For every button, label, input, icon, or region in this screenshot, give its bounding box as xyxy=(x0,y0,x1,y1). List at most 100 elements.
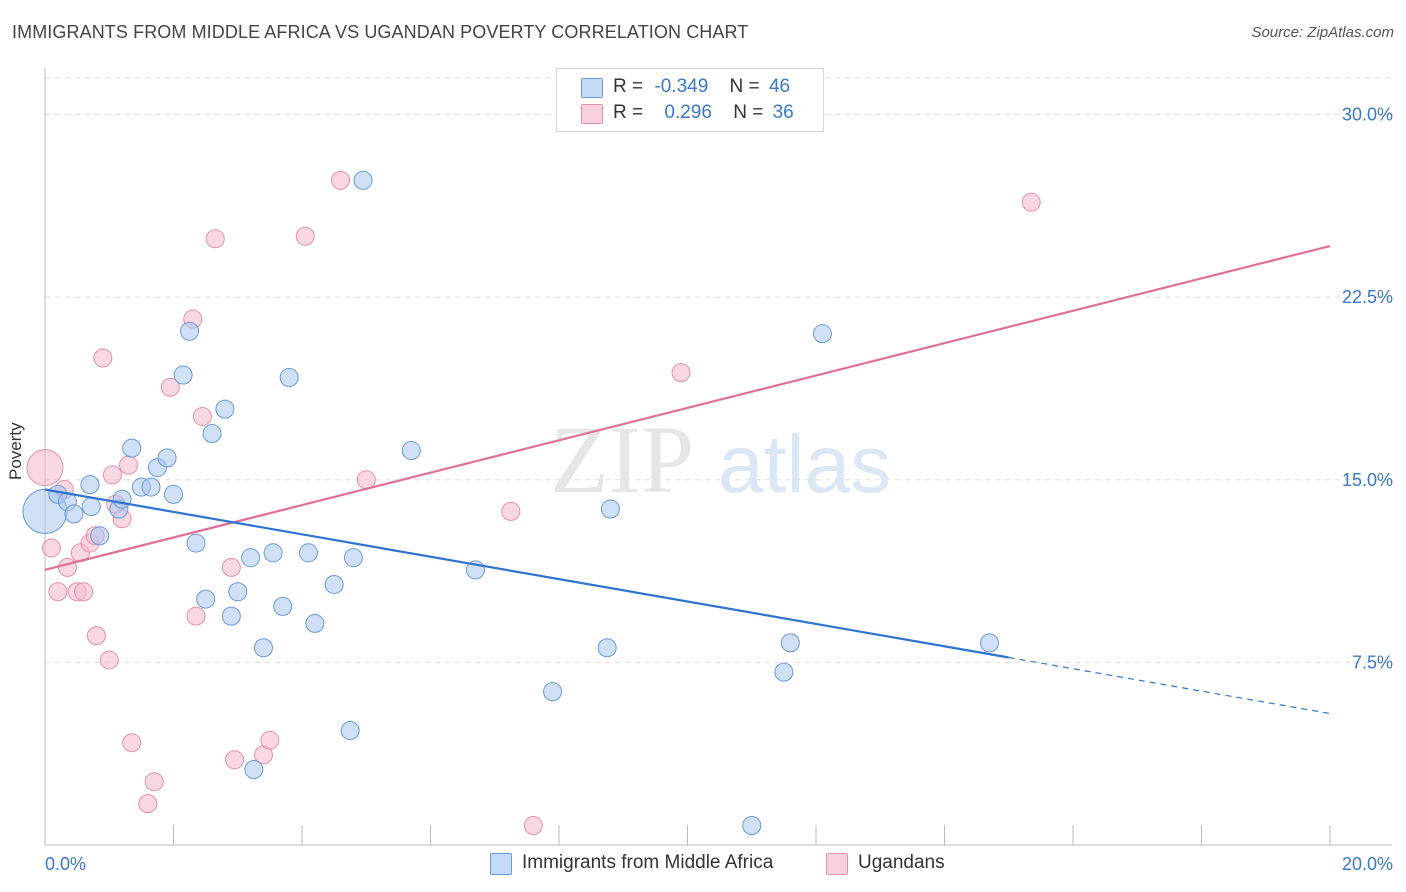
data-point-ugandans xyxy=(295,226,315,246)
bottom-legend-label-middle-africa: Immigrants from Middle Africa xyxy=(522,852,774,873)
data-point-middle-africa xyxy=(298,543,318,563)
data-point-middle-africa xyxy=(543,682,563,702)
trend-line-ugandans xyxy=(44,244,1331,571)
data-point-ugandans xyxy=(86,626,106,646)
y-tick-label: 15.0% xyxy=(1342,470,1393,490)
legend-r-label: R = xyxy=(613,102,644,123)
data-point-middle-africa xyxy=(401,441,421,461)
data-point-ugandans xyxy=(192,406,212,426)
data-point-ugandans xyxy=(26,449,64,487)
tick-labels: 7.5% 15.0% 22.5% 30.0% 0.0% 20.0% xyxy=(45,105,1393,874)
data-point-middle-africa xyxy=(742,816,762,836)
data-point-middle-africa xyxy=(780,633,800,653)
data-point-middle-africa xyxy=(112,489,132,509)
data-point-ugandans xyxy=(99,650,119,670)
data-point-ugandans xyxy=(260,730,280,750)
legend-r-value-middle-africa: -0.349 xyxy=(654,76,709,97)
data-point-ugandans xyxy=(144,772,164,792)
data-point-ugandans xyxy=(119,455,139,475)
legend-r-label: R = xyxy=(613,76,644,97)
data-point-middle-africa xyxy=(196,589,216,609)
data-point-ugandans xyxy=(102,465,122,485)
data-point-middle-africa xyxy=(141,477,161,497)
data-point-ugandans xyxy=(221,557,241,577)
data-point-middle-africa xyxy=(180,321,200,341)
data-point-middle-africa xyxy=(80,475,100,495)
data-point-ugandans xyxy=(74,582,94,602)
data-point-ugandans xyxy=(57,557,77,577)
data-point-middle-africa xyxy=(64,504,84,524)
data-point-middle-africa xyxy=(186,533,206,553)
data-point-ugandans xyxy=(331,170,351,190)
watermark-atlas: atlas xyxy=(718,419,891,510)
data-point-middle-africa xyxy=(81,497,101,517)
legend-n-label: N = xyxy=(733,102,764,123)
watermark: ZIP atlas xyxy=(550,406,891,513)
data-point-middle-africa xyxy=(979,633,999,653)
legend-n-value-ugandans: 36 xyxy=(772,102,794,123)
legend-n-label: N = xyxy=(729,76,760,97)
data-point-middle-africa xyxy=(241,548,261,568)
watermark-zip: ZIP xyxy=(550,406,694,513)
data-point-ugandans xyxy=(523,816,543,836)
data-point-ugandans xyxy=(186,606,206,626)
data-point-middle-africa xyxy=(273,596,293,616)
data-point-ugandans xyxy=(1021,192,1041,212)
data-point-ugandans xyxy=(501,501,521,521)
y-tick-label: 7.5% xyxy=(1352,652,1393,672)
data-point-middle-africa xyxy=(343,548,363,568)
data-point-ugandans xyxy=(122,733,142,753)
data-point-middle-africa xyxy=(157,448,177,468)
data-point-middle-africa xyxy=(253,638,273,658)
data-point-middle-africa xyxy=(340,721,360,741)
x-tick-label-min: 0.0% xyxy=(45,854,86,874)
data-point-ugandans xyxy=(41,538,61,558)
bottom-legend-swatch-ugandans xyxy=(826,853,848,875)
grid-lines xyxy=(45,77,1392,663)
y-tick-label: 22.5% xyxy=(1342,287,1393,307)
data-point-middle-africa xyxy=(324,574,344,594)
data-point-middle-africa xyxy=(600,499,620,519)
data-point-middle-africa xyxy=(122,438,142,458)
data-point-middle-africa xyxy=(202,423,222,443)
legend-swatch-middle-africa xyxy=(581,78,603,98)
data-point-middle-africa xyxy=(774,662,794,682)
data-point-ugandans xyxy=(93,348,113,368)
y-tick-label: 30.0% xyxy=(1342,105,1393,125)
data-point-middle-africa xyxy=(90,526,110,546)
chart-title: IMMIGRANTS FROM MIDDLE AFRICA VS UGANDAN… xyxy=(12,22,749,42)
trend-lines xyxy=(44,244,1331,715)
data-point-middle-africa xyxy=(173,365,193,385)
data-point-ugandans xyxy=(138,794,158,814)
bottom-legend-swatch-middle-africa xyxy=(490,853,512,875)
series-ugandans-points xyxy=(26,170,1041,836)
data-point-middle-africa xyxy=(215,399,235,419)
data-point-middle-africa xyxy=(305,613,325,633)
data-point-middle-africa xyxy=(164,484,183,504)
data-point-middle-africa xyxy=(597,638,617,658)
data-point-middle-africa xyxy=(221,606,241,626)
data-point-ugandans xyxy=(160,377,180,397)
legend-swatch-ugandans xyxy=(581,104,603,124)
data-point-middle-africa xyxy=(244,760,264,780)
data-point-ugandans xyxy=(671,363,691,383)
source-credit: Source: ZipAtlas.com xyxy=(1251,24,1394,41)
data-point-middle-africa xyxy=(812,324,832,344)
data-point-ugandans xyxy=(356,470,376,490)
data-point-middle-africa xyxy=(279,367,299,387)
data-point-middle-africa xyxy=(263,543,283,563)
correlation-legend: R = -0.349 N = 46 R = 0.296 N = 36 xyxy=(556,68,824,132)
legend-n-value-middle-africa: 46 xyxy=(768,76,791,97)
y-axis-title: Poverty xyxy=(6,422,25,480)
trend-extension-middle-africa xyxy=(1008,656,1331,715)
data-point-middle-africa xyxy=(353,170,373,190)
data-point-ugandans xyxy=(225,750,245,770)
trend-line-middle-africa xyxy=(44,488,1009,659)
legend-r-value-ugandans: 0.296 xyxy=(664,102,712,123)
data-point-ugandans xyxy=(205,229,225,249)
data-point-middle-africa xyxy=(228,582,248,602)
bottom-legend-label-ugandans: Ugandans xyxy=(858,852,945,873)
data-point-ugandans xyxy=(48,582,68,602)
x-tick-label-max: 20.0% xyxy=(1342,854,1393,874)
